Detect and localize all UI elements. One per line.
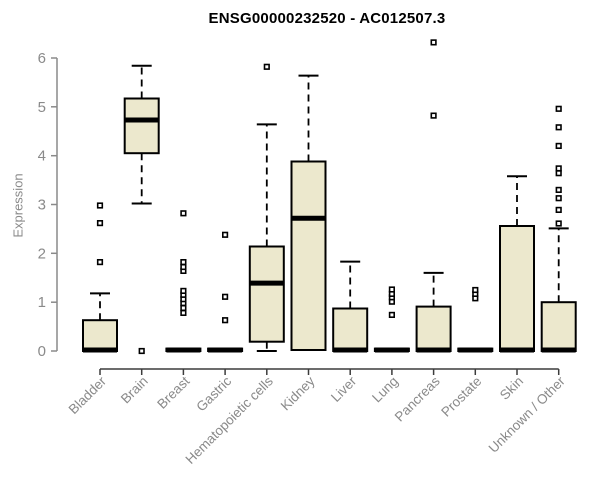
x-tick-label-bladder: Bladder: [66, 373, 110, 417]
x-tick-label-unknown-other: Unknown / Other: [486, 373, 569, 456]
outlier-point: [388, 286, 396, 293]
outlier-point: [430, 39, 437, 46]
outlier-point: [555, 170, 562, 177]
outlier-point: [180, 210, 187, 217]
box-breast: [165, 210, 202, 353]
outlier-point: [555, 195, 562, 202]
outlier-point: [96, 220, 104, 227]
outlier-point: [222, 231, 229, 238]
box-lung: [373, 286, 410, 353]
outlier-point: [138, 347, 145, 355]
x-tick-label-breast: Breast: [154, 373, 192, 411]
x-tick-label-kidney: Kidney: [278, 373, 318, 413]
outlier-point: [388, 311, 396, 319]
outlier-point: [180, 309, 187, 317]
outlier-point: [555, 124, 562, 131]
outlier-point: [222, 317, 229, 324]
outlier-point: [555, 186, 562, 194]
box-prostate: [457, 286, 494, 353]
outlier-point: [555, 206, 562, 214]
outlier-point: [555, 165, 562, 172]
box-hematopoietic-cells: [248, 63, 285, 352]
outlier-point: [222, 293, 229, 300]
box-skin: [499, 175, 535, 353]
box-brain: [123, 64, 160, 355]
x-tick-label-skin: Skin: [497, 374, 526, 403]
y-tick-label: 4: [38, 148, 46, 165]
chart-title: ENSG00000232520 - AC012507.3: [208, 10, 446, 27]
outlier-point: [430, 112, 437, 119]
y-tick-label: 1: [38, 294, 46, 311]
box-pancreas: [415, 39, 452, 353]
outlier-point: [180, 287, 187, 295]
outlier-point: [555, 220, 562, 227]
y-axis: 0 1 2 3 4 5 6: [38, 50, 58, 360]
box-bladder: [82, 202, 118, 353]
outlier-point: [180, 304, 187, 312]
box-kidney: [290, 74, 327, 351]
outlier-point: [472, 286, 479, 294]
y-tick-label: 0: [38, 343, 46, 360]
y-tick-label: 3: [38, 197, 46, 214]
box-liver: [332, 260, 369, 353]
x-tick-label-pancreas: Pancreas: [392, 373, 443, 424]
box-gastric: [207, 231, 244, 353]
y-tick-label: 5: [38, 99, 46, 116]
outlier-point: [555, 142, 562, 150]
x-tick-label-gastric: Gastric: [193, 373, 234, 414]
x-tick-label-liver: Liver: [328, 373, 360, 405]
y-tick-label: 2: [38, 245, 46, 262]
x-tick-label-lung: Lung: [369, 374, 401, 406]
y-tick-label: 6: [38, 50, 46, 67]
outlier-point: [96, 258, 104, 266]
outlier-point: [555, 105, 562, 112]
x-tick-label-prostate: Prostate: [438, 374, 484, 420]
outlier-point: [180, 263, 187, 271]
box-unknown-other: [540, 105, 577, 353]
x-tick-label-brain: Brain: [118, 374, 151, 407]
outlier-point: [96, 202, 104, 209]
outlier-point: [263, 63, 270, 70]
outlier-point: [180, 258, 187, 266]
